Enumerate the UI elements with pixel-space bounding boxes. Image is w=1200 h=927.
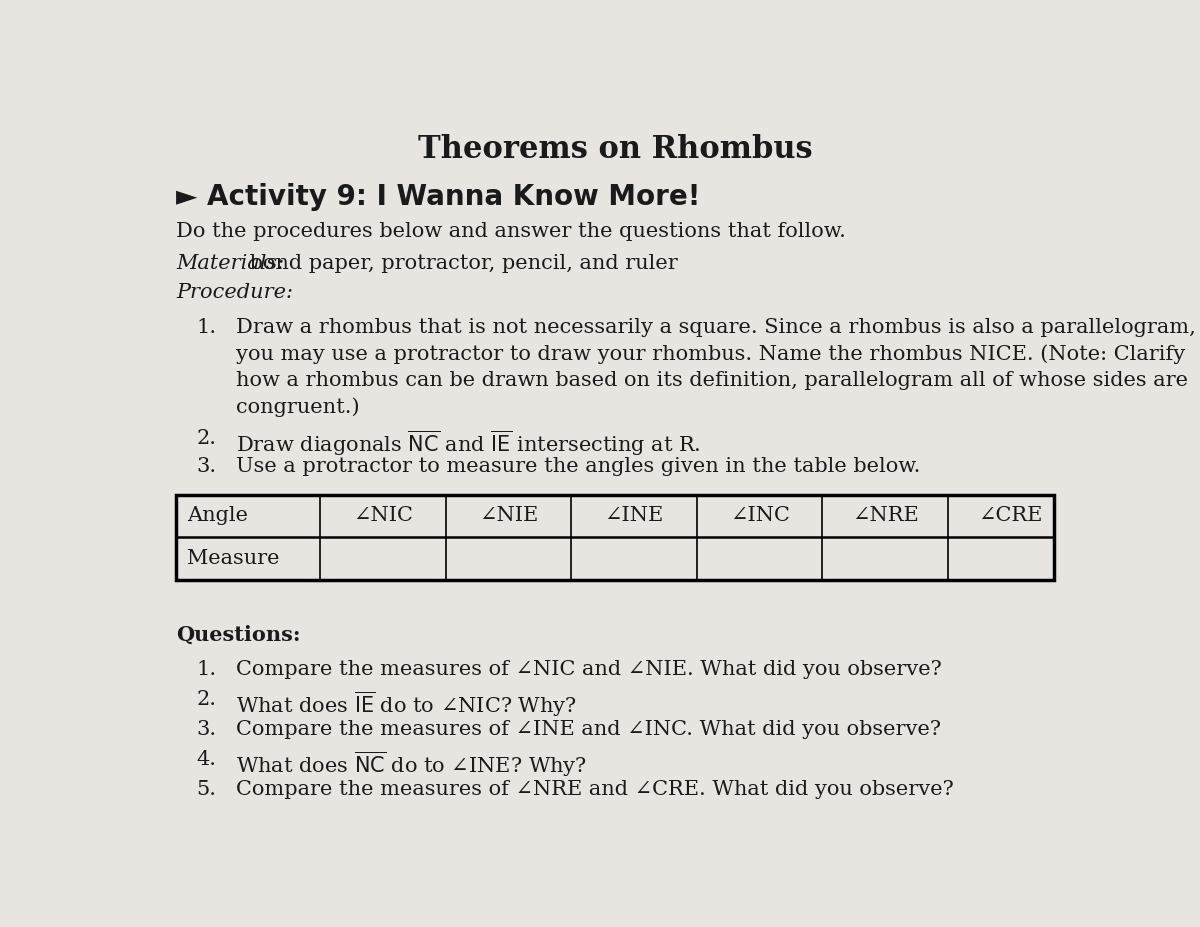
Text: 4.: 4. [197,750,216,769]
Text: Draw a rhombus that is not necessarily a square. Since a rhombus is also a paral: Draw a rhombus that is not necessarily a… [236,318,1196,337]
Text: ∠NRE: ∠NRE [852,506,918,526]
Text: how a rhombus can be drawn based on its definition, parallelogram all of whose s: how a rhombus can be drawn based on its … [236,371,1188,390]
Text: What does $\overline{\mathrm{NC}}$ do to ∠INE? Why?: What does $\overline{\mathrm{NC}}$ do to… [236,750,587,780]
Text: What does $\overline{\mathrm{IE}}$ do to ∠NIC? Why?: What does $\overline{\mathrm{IE}}$ do to… [236,690,577,719]
Text: you may use a protractor to draw your rhombus. Name the rhombus NICE. (Note: Cla: you may use a protractor to draw your rh… [236,345,1186,364]
Text: Compare the measures of ∠NRE and ∠CRE. What did you observe?: Compare the measures of ∠NRE and ∠CRE. W… [236,780,954,799]
Text: Use a protractor to measure the angles given in the table below.: Use a protractor to measure the angles g… [236,457,920,476]
Text: ∠NIC: ∠NIC [353,506,413,526]
Bar [176,494,1054,580]
Text: 2.: 2. [197,429,216,448]
Text: Measure: Measure [187,550,280,568]
Text: Materials:: Materials: [176,254,284,273]
Text: bond paper, protractor, pencil, and ruler: bond paper, protractor, pencil, and rule… [242,254,678,273]
Text: Draw diagonals $\overline{\mathrm{NC}}$ and $\overline{\mathrm{IE}}$ intersectin: Draw diagonals $\overline{\mathrm{NC}}$ … [236,429,701,458]
Text: Angle: Angle [187,506,248,526]
Text: ∠INC: ∠INC [730,506,790,526]
Text: 1.: 1. [197,318,217,337]
Text: ∠INE: ∠INE [605,506,664,526]
Text: Compare the measures of ∠INE and ∠INC. What did you observe?: Compare the measures of ∠INE and ∠INC. W… [236,720,942,739]
Text: Procedure:: Procedure: [176,283,293,301]
Text: Compare the measures of ∠NIC and ∠NIE. What did you observe?: Compare the measures of ∠NIC and ∠NIE. W… [236,660,942,679]
Text: ∠CRE: ∠CRE [978,506,1043,526]
Text: 2.: 2. [197,690,216,709]
Text: 1.: 1. [197,660,217,679]
Text: Theorems on Rhombus: Theorems on Rhombus [418,134,812,165]
Text: 3.: 3. [197,720,217,739]
Text: ∠NIE: ∠NIE [479,506,538,526]
Text: 3.: 3. [197,457,217,476]
Text: congruent.): congruent.) [236,398,360,417]
Text: Do the procedures below and answer the questions that follow.: Do the procedures below and answer the q… [176,222,846,241]
Text: ► Activity 9: I Wanna Know More!: ► Activity 9: I Wanna Know More! [176,183,701,210]
Text: Questions:: Questions: [176,625,300,644]
Text: 5.: 5. [197,780,216,799]
